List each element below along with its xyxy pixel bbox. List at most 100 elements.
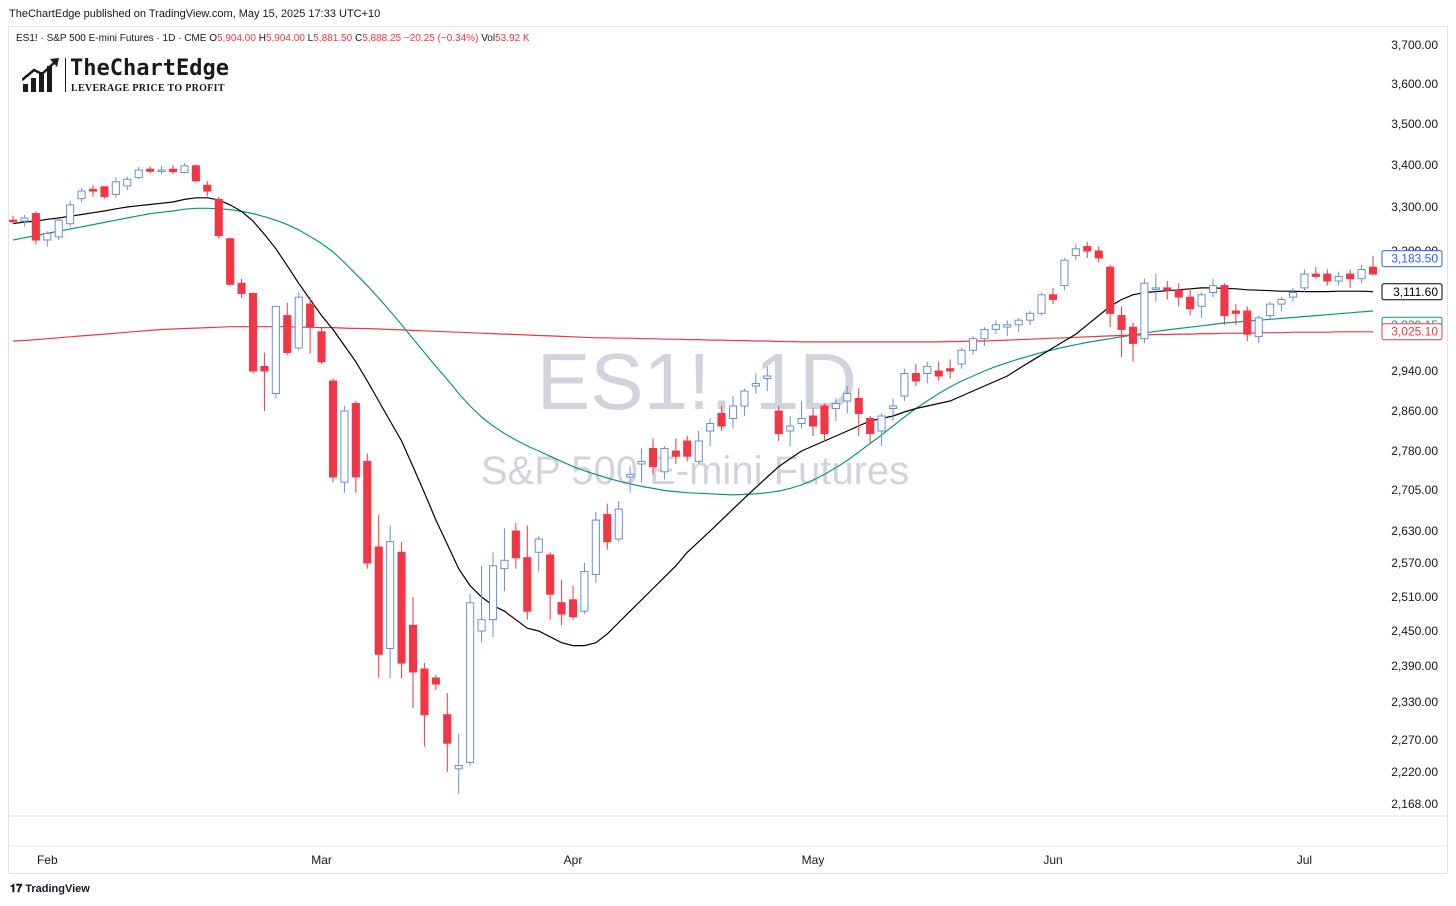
candle[interactable] xyxy=(1117,306,1126,358)
candle[interactable] xyxy=(786,416,795,446)
candle[interactable] xyxy=(637,448,646,483)
candle[interactable] xyxy=(283,302,292,355)
candle[interactable] xyxy=(66,200,75,227)
candle[interactable] xyxy=(1197,292,1206,318)
candle[interactable] xyxy=(1289,287,1298,302)
candle[interactable] xyxy=(831,398,840,422)
candle[interactable] xyxy=(271,305,280,399)
candle[interactable] xyxy=(1037,292,1046,316)
candle[interactable] xyxy=(237,278,246,299)
candle[interactable] xyxy=(500,528,509,592)
candle[interactable] xyxy=(1334,271,1343,286)
candle[interactable] xyxy=(157,165,166,175)
candle[interactable] xyxy=(1026,311,1035,325)
candle[interactable] xyxy=(203,180,212,197)
candle[interactable] xyxy=(649,438,658,475)
candle[interactable] xyxy=(134,167,143,180)
candle[interactable] xyxy=(477,565,486,643)
y-axis[interactable]: 3,700.00 3,600.00 3,500.00 3,400.00 3,300.00… xyxy=(1391,38,1438,811)
candle[interactable] xyxy=(466,594,475,766)
candle[interactable] xyxy=(911,364,920,386)
candle[interactable] xyxy=(1106,264,1115,328)
candle[interactable] xyxy=(260,352,269,411)
candle[interactable] xyxy=(751,373,760,394)
candle[interactable] xyxy=(1083,242,1092,258)
candle[interactable] xyxy=(1323,269,1332,286)
candle[interactable] xyxy=(1357,264,1366,284)
candle[interactable] xyxy=(523,525,532,620)
candle[interactable] xyxy=(363,453,372,569)
candle[interactable] xyxy=(1163,281,1172,300)
tradingview-footer[interactable]: 𝟏𝟕 TradingView xyxy=(10,883,90,896)
candle[interactable] xyxy=(180,162,189,174)
candle[interactable] xyxy=(340,406,349,493)
candle[interactable] xyxy=(1243,306,1252,341)
candle[interactable] xyxy=(1014,317,1023,332)
candle[interactable] xyxy=(957,347,966,369)
candle[interactable] xyxy=(820,403,829,442)
candle[interactable] xyxy=(809,408,818,437)
candle[interactable] xyxy=(923,361,932,384)
candle[interactable] xyxy=(77,188,86,202)
candle[interactable] xyxy=(546,552,555,620)
candle[interactable] xyxy=(123,176,132,191)
candle[interactable] xyxy=(569,585,578,620)
candle[interactable] xyxy=(591,511,600,583)
candle[interactable] xyxy=(1060,257,1069,291)
candle[interactable] xyxy=(717,406,726,431)
candle[interactable] xyxy=(1266,301,1275,321)
candle[interactable] xyxy=(557,580,566,626)
candle[interactable] xyxy=(226,237,235,286)
symbol-info[interactable]: ES1! · S&P 500 E-mini Futures · 1D · CME xyxy=(16,33,207,44)
candle[interactable] xyxy=(580,563,589,614)
candle[interactable] xyxy=(980,327,989,346)
candle[interactable] xyxy=(397,541,406,678)
candle[interactable] xyxy=(386,525,395,678)
candle[interactable] xyxy=(89,185,98,197)
candle[interactable] xyxy=(671,438,680,465)
candle[interactable] xyxy=(934,361,943,381)
candle[interactable] xyxy=(409,597,418,709)
candle[interactable] xyxy=(946,359,955,379)
candle[interactable] xyxy=(294,292,303,351)
candle[interactable] xyxy=(1300,269,1309,293)
candle[interactable] xyxy=(889,398,898,422)
candle[interactable] xyxy=(511,522,520,569)
candle[interactable] xyxy=(329,378,338,483)
candle[interactable] xyxy=(694,431,703,464)
candle[interactable] xyxy=(729,396,738,429)
candle[interactable] xyxy=(146,166,155,174)
candle[interactable] xyxy=(866,416,875,444)
candle[interactable] xyxy=(854,388,863,437)
candle[interactable] xyxy=(1140,278,1149,344)
candle[interactable] xyxy=(534,536,543,572)
candle[interactable] xyxy=(614,500,623,542)
candle[interactable] xyxy=(443,693,452,772)
candle[interactable] xyxy=(317,327,326,365)
candle[interactable] xyxy=(1186,287,1195,316)
candle[interactable] xyxy=(191,164,200,182)
candle[interactable] xyxy=(1129,322,1138,362)
candle[interactable] xyxy=(626,466,635,493)
candle[interactable] xyxy=(374,514,383,678)
candle[interactable] xyxy=(740,388,749,417)
candle[interactable] xyxy=(1254,315,1263,344)
candle[interactable] xyxy=(1277,297,1286,311)
candle[interactable] xyxy=(683,436,692,462)
candle[interactable] xyxy=(1311,267,1320,279)
candle[interactable] xyxy=(1094,246,1103,263)
candle[interactable] xyxy=(969,336,978,355)
candle[interactable] xyxy=(1003,320,1012,337)
candle[interactable] xyxy=(763,366,772,391)
candle[interactable] xyxy=(900,368,909,401)
candle[interactable] xyxy=(660,446,669,480)
candle[interactable] xyxy=(797,401,806,429)
candle[interactable] xyxy=(1071,244,1080,261)
candle[interactable] xyxy=(1369,255,1378,275)
candles[interactable] xyxy=(9,162,1378,794)
candle[interactable] xyxy=(249,292,258,374)
candle[interactable] xyxy=(1151,274,1160,302)
candle[interactable] xyxy=(843,386,852,414)
candle[interactable] xyxy=(774,406,783,441)
